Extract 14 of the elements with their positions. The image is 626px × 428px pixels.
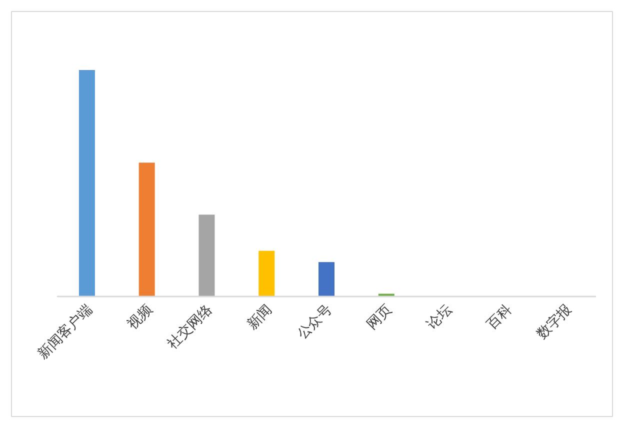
x-tick-label: 论坛 <box>424 302 456 333</box>
bar <box>138 162 155 296</box>
x-tick-label: 公众号 <box>294 302 336 343</box>
x-tick-label: 新闻客户端 <box>34 302 96 362</box>
x-tick-label: 社交网络 <box>164 302 216 352</box>
x-tick-label: 百科 <box>484 302 515 333</box>
bar <box>198 214 215 296</box>
x-tick-label: 数字报 <box>534 302 575 343</box>
x-tick-label: 视频 <box>124 302 156 333</box>
bar <box>258 250 275 296</box>
bar <box>318 262 334 296</box>
bar <box>78 70 95 296</box>
x-tick-label: 网页 <box>364 302 396 333</box>
x-tick-label: 新闻 <box>244 302 276 333</box>
